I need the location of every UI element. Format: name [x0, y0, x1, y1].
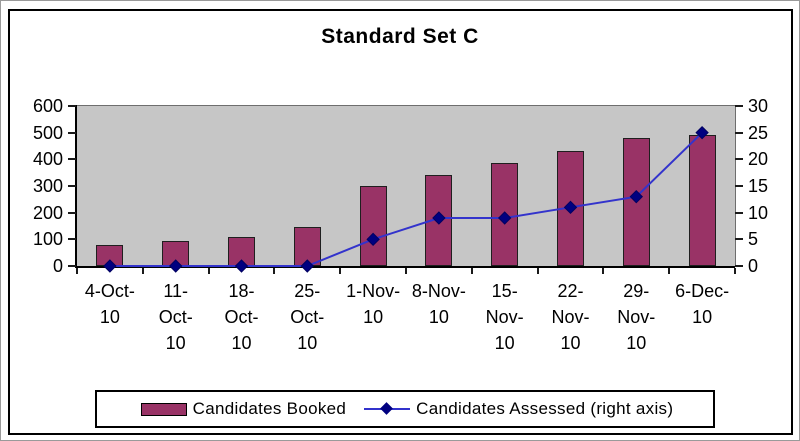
- x-axis-label-line: Oct-: [158, 307, 193, 327]
- x-axis-label-line: 10: [165, 333, 186, 353]
- left-axis-tick: [68, 131, 76, 134]
- left-axis-line: [75, 105, 77, 267]
- legend-label: Candidates Assessed (right axis): [416, 399, 674, 418]
- right-axis-tick: [735, 158, 743, 161]
- legend-line-symbol: [364, 402, 411, 416]
- x-axis-label-line: 11-: [163, 281, 189, 301]
- x-axis-label-line: 10: [297, 333, 318, 353]
- x-axis-category-label: 4-Oct- 10: [77, 278, 143, 330]
- x-axis-category-label: 11- Oct- 10: [143, 278, 209, 356]
- x-axis-label-line: 10: [363, 307, 384, 327]
- x-axis-label-line: 10: [626, 333, 647, 353]
- x-axis-label-line: 10: [494, 333, 515, 353]
- diamond-marker: [168, 259, 183, 273]
- left-axis-label: 600: [32, 96, 63, 116]
- x-axis-category-label: 22- Nov- 10: [538, 278, 604, 356]
- left-axis-tick: [68, 105, 76, 107]
- left-axis-label: 0: [52, 256, 63, 276]
- x-axis-label-line: 25-: [294, 281, 321, 301]
- right-axis-tick: [735, 265, 743, 267]
- x-axis-label-line: 15-: [491, 281, 518, 301]
- right-axis-label: 10: [748, 202, 769, 223]
- x-axis-tick: [668, 268, 671, 274]
- left-axis-label: 300: [32, 176, 63, 196]
- x-axis-tick: [602, 268, 605, 274]
- diamond-marker: [497, 211, 512, 225]
- left-axis-label: 200: [32, 202, 63, 223]
- x-axis-label-line: 6-Dec-: [675, 281, 730, 301]
- x-axis-label-line: 1-Nov-: [346, 281, 401, 301]
- right-axis-tick: [735, 131, 743, 134]
- bottom-axis-line: [75, 266, 735, 268]
- x-axis-tick: [141, 268, 144, 274]
- legend-bar-swatch: [140, 402, 187, 416]
- x-axis-tick: [273, 268, 276, 274]
- bar-candidates-booked: [359, 186, 387, 266]
- left-axis-tick: [68, 158, 76, 161]
- right-axis-label: 30: [748, 96, 769, 116]
- left-axis-label: 500: [32, 122, 63, 143]
- x-axis-category-label: 18- Oct- 10: [209, 278, 275, 356]
- diamond-marker: [629, 189, 644, 204]
- left-axis-tick: [68, 211, 76, 214]
- x-axis-label-line: 29-: [623, 281, 650, 301]
- right-axis-label: 0: [748, 256, 759, 276]
- x-axis-tick: [76, 268, 78, 274]
- right-axis-tick: [735, 105, 743, 107]
- left-axis-tick: [68, 185, 76, 187]
- right-axis-tick: [735, 211, 743, 214]
- x-axis-category-label: 15- Nov- 10: [472, 278, 538, 356]
- x-axis-tick: [470, 268, 473, 274]
- x-axis-category-label: 6-Dec- 10: [669, 278, 735, 330]
- line-series-candidates-assessed: [103, 125, 709, 273]
- x-axis-label-line: 22-: [557, 281, 584, 301]
- left-axis-tick: [68, 238, 76, 241]
- diamond-marker: [366, 232, 380, 247]
- diamond-marker: [300, 259, 315, 273]
- x-axis-label-line: 10: [560, 333, 581, 353]
- x-axis-tick: [734, 268, 736, 274]
- x-axis-label-line: Oct-: [224, 307, 259, 327]
- x-axis-label-line: 18-: [228, 281, 255, 301]
- diamond-marker: [103, 259, 117, 273]
- legend-label: Candidates Booked: [192, 399, 347, 418]
- x-axis-category-label: 29- Nov- 10: [603, 278, 669, 356]
- plot-area: [76, 105, 736, 267]
- right-axis-tick: [735, 185, 743, 187]
- x-axis-label-line: 8-Nov-: [411, 281, 466, 301]
- right-axis-label: 20: [748, 149, 769, 170]
- x-axis-tick: [536, 268, 539, 274]
- right-axis-label: 5: [748, 229, 759, 250]
- diamond-marker: [432, 211, 446, 225]
- diamond-marker: [563, 200, 578, 215]
- x-axis-label-line: 4-Oct-: [84, 281, 135, 301]
- x-axis-label-line: 10: [231, 333, 252, 353]
- x-axis-tick: [339, 268, 342, 274]
- diamond-marker: [234, 259, 249, 273]
- x-axis-label-line: Nov-: [551, 307, 590, 327]
- x-axis-label-line: Nov-: [617, 307, 656, 327]
- x-axis-label-line: Oct-: [290, 307, 325, 327]
- bar-candidates-booked: [688, 135, 716, 266]
- x-axis-label-line: Nov-: [485, 307, 524, 327]
- x-axis-label-line: 10: [428, 307, 449, 327]
- right-axis-label: 25: [748, 122, 769, 143]
- x-axis-label-line: 10: [692, 307, 713, 327]
- x-axis-category-label: 8-Nov- 10: [406, 278, 472, 330]
- x-axis-tick: [207, 268, 210, 274]
- x-axis-tick: [405, 268, 407, 274]
- left-axis-label: 100: [32, 229, 63, 250]
- diamond-marker: [695, 125, 709, 140]
- x-axis-label-line: 10: [99, 307, 120, 327]
- x-axis-category-label: 1-Nov- 10: [340, 278, 406, 330]
- right-axis-label: 15: [748, 176, 769, 196]
- chart-title: Standard Set C: [321, 25, 479, 48]
- left-axis-label: 400: [32, 149, 63, 170]
- left-axis-tick: [68, 265, 76, 267]
- right-axis-tick: [735, 238, 743, 241]
- legend: Candidates Booked Candidates Assessed (ri…: [95, 390, 715, 428]
- legend-diamond-marker: [380, 402, 394, 415]
- x-axis-category-label: 25- Oct- 10: [274, 278, 340, 356]
